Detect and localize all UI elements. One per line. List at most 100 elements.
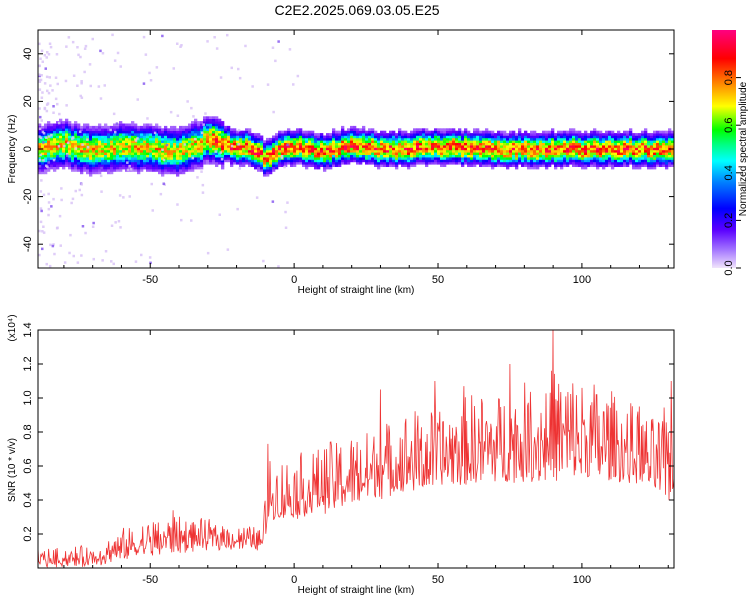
spectrogram-cell (416, 154, 420, 158)
spectrogram-cell (377, 164, 381, 167)
spectrogram-cell (653, 137, 657, 141)
spectrogram-cell (320, 164, 324, 167)
spectrogram-cell (440, 137, 444, 141)
spectrogram-cell (383, 159, 387, 163)
spectrogram-cell (41, 169, 45, 172)
spectrogram-cell (479, 147, 483, 151)
spectrogram-cells (38, 33, 674, 268)
spectrogram-cell (62, 159, 66, 163)
spectrogram-cell (542, 154, 546, 158)
spectrogram-cell (116, 166, 120, 170)
spectrogram-cell (449, 152, 453, 155)
spectrogram-cell (344, 159, 348, 163)
spectrogram-cell (269, 137, 273, 141)
spectrogram-cell (170, 145, 174, 148)
spectrogram-cell (164, 164, 168, 167)
spectrogram-cell (533, 142, 537, 146)
spectrogram-cell (314, 133, 318, 136)
spectrogram-cell (653, 164, 657, 167)
spectrogram-cell (128, 152, 132, 155)
spectrogram-cell (428, 137, 432, 141)
spectrogram-cell (524, 147, 528, 151)
spectrogram-cell (53, 152, 57, 155)
spectrogram-cell (77, 152, 81, 155)
spectrogram-cell (50, 159, 54, 163)
spectrogram-cell (638, 133, 642, 136)
spectrogram-cell (128, 125, 132, 129)
spectrogram-cell (668, 135, 672, 139)
spectrogram-cell (49, 84, 52, 87)
spectrogram-cell (476, 130, 480, 134)
spectrogram-cell (296, 145, 300, 148)
spectrogram-cell (392, 142, 396, 146)
spectrogram-cell (95, 161, 99, 165)
spectrogram-cell (461, 149, 465, 153)
spectrogram-cell (638, 159, 642, 163)
spectrogram-cell (593, 161, 597, 165)
spectrogram-cell (188, 137, 192, 141)
spectrogram-cell (230, 66, 233, 70)
spectrogram-cell (164, 154, 168, 158)
spectrogram-cell (201, 191, 205, 194)
spectrogram-cell (302, 142, 306, 146)
spectrogram-cell (608, 161, 612, 165)
spectrogram-cell (80, 147, 84, 151)
spectrogram-cell (485, 161, 489, 165)
spectrogram-cell (215, 152, 219, 155)
spectrogram-cell (200, 125, 204, 129)
spectrogram-cell (593, 142, 597, 146)
spectrogram-cell (458, 154, 462, 158)
spectrogram-cell (326, 147, 330, 151)
spectrogram-cell (365, 147, 369, 151)
spectrogram-cell (338, 145, 342, 148)
spectrogram-cell (53, 125, 57, 129)
spectrogram-cell (59, 152, 63, 155)
spectrogram-cell (152, 133, 156, 136)
spectrogram-cell (220, 158, 224, 161)
spectrogram-cell (356, 157, 360, 160)
spectrogram-cell (119, 154, 123, 158)
spectrogram-cell (113, 123, 117, 127)
spectrogram-cell (455, 159, 459, 163)
spectrogram-cell (452, 128, 456, 131)
spectrogram-cell (206, 152, 210, 155)
spectrogram-cell (167, 135, 171, 139)
spectrogram-cell (302, 164, 306, 167)
spectrogram-cell (80, 135, 84, 139)
spectrogram-cell (656, 142, 660, 146)
spectrogram-cell (554, 152, 558, 155)
spectrogram-cell (188, 133, 192, 136)
spectrogram-cell (668, 142, 672, 146)
spectrogram-cell (209, 149, 213, 153)
spectrogram-cell (542, 133, 546, 136)
colorbar: 0.00.20.40.60.8 Normalized spectral ampl… (712, 30, 749, 276)
spectrogram-cell (143, 147, 147, 151)
spectrogram-cell (527, 149, 531, 153)
spectrogram-cell (530, 157, 534, 160)
spectrogram-cell (47, 53, 51, 56)
spectrogram-cell (116, 169, 120, 172)
spectrogram-cell (146, 166, 150, 170)
spectrogram-cell (287, 161, 291, 165)
spectrogram-cell (197, 137, 201, 141)
spectrogram-cell (170, 159, 174, 163)
spectrogram-cell (182, 149, 186, 153)
spectrogram-cell (569, 142, 573, 146)
spectrogram-cell (299, 137, 303, 141)
spectrogram-cell (482, 140, 486, 143)
spectrogram-cell (452, 154, 456, 158)
spectrogram-cell (533, 133, 537, 136)
spectrogram-cell (305, 140, 309, 143)
spectrogram-cell (395, 147, 399, 151)
spectrogram-cell (38, 165, 42, 168)
spectrogram-cell (125, 137, 129, 141)
spectrogram-cell (182, 161, 186, 165)
spectrogram-cell (446, 159, 450, 163)
spectrogram-cell (146, 123, 150, 127)
spectrogram-cell (641, 161, 645, 165)
spectrogram-cell (293, 135, 297, 139)
spectrogram-cell (71, 125, 75, 129)
spectrogram-cell (368, 159, 372, 163)
spectrogram-cell (623, 161, 627, 165)
spectrogram-cell (518, 149, 522, 153)
